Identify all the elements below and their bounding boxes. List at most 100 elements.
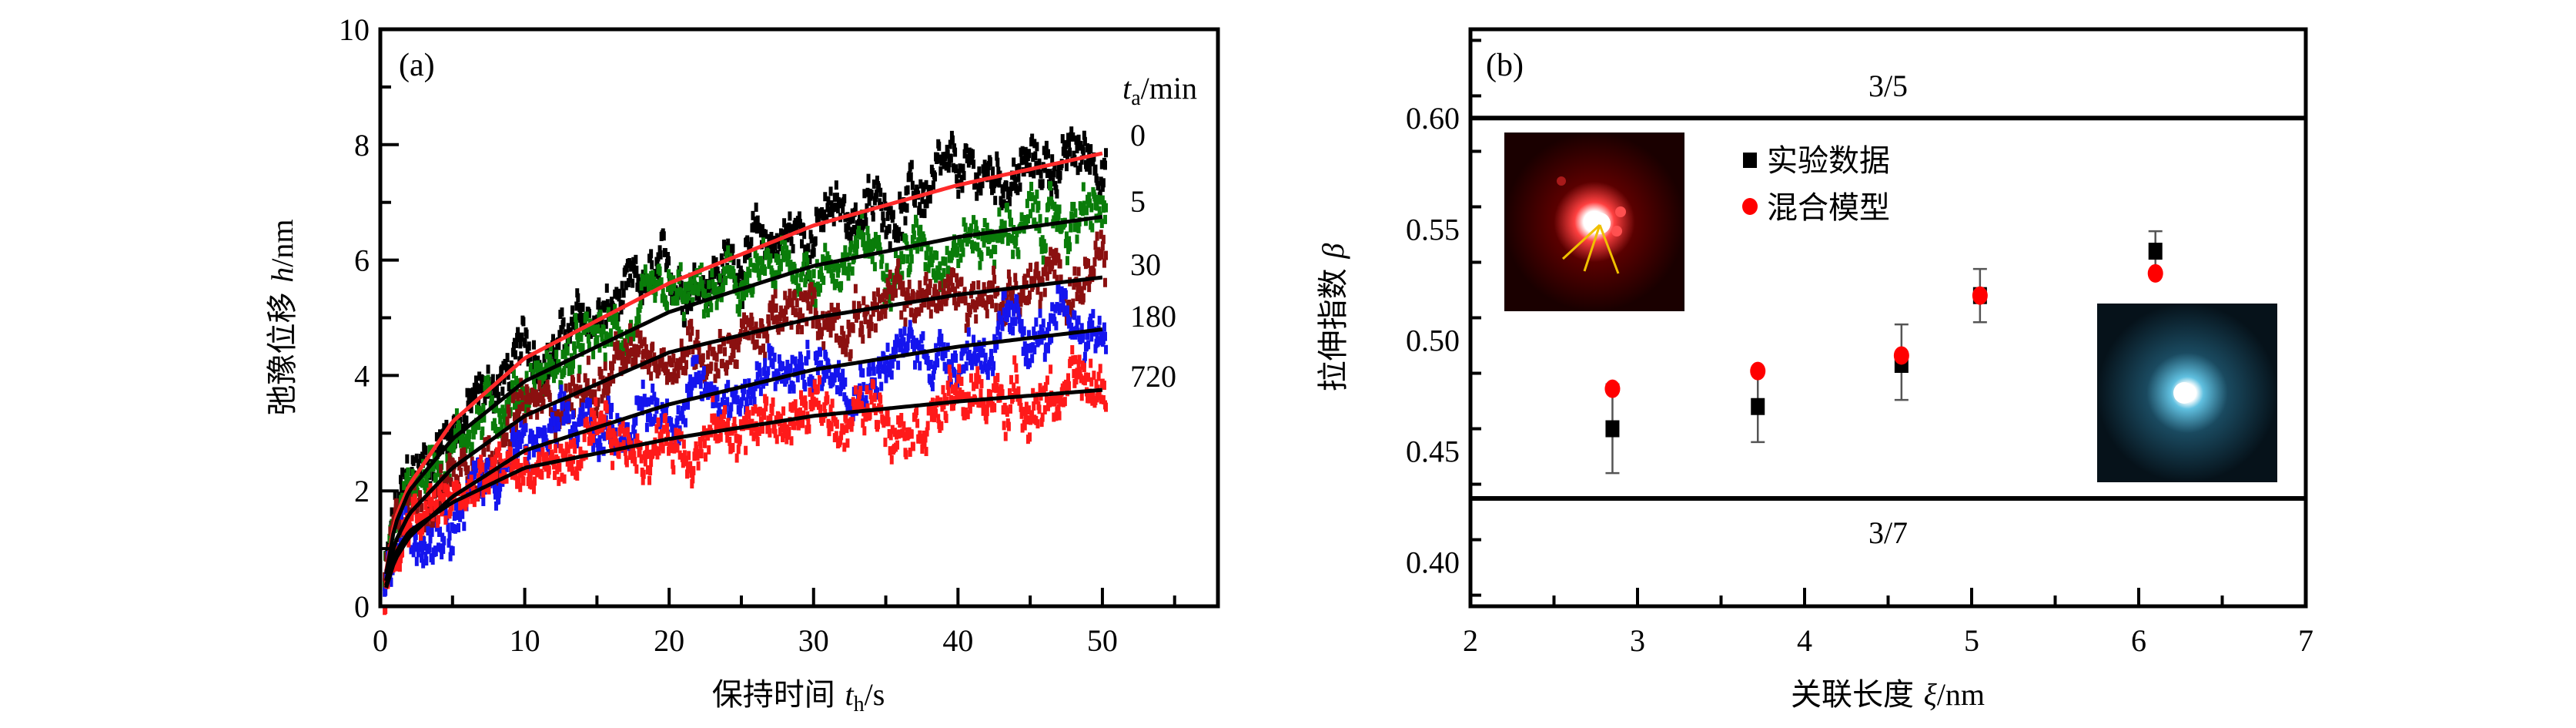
data-point [672, 368, 677, 378]
data-point [726, 238, 731, 248]
data-point [892, 280, 896, 290]
data-point [644, 441, 649, 451]
data-point [825, 394, 830, 404]
data-point [956, 374, 961, 384]
data-point [561, 416, 566, 426]
data-point [891, 347, 895, 357]
data-point [864, 217, 868, 227]
data-point [1010, 170, 1015, 180]
data-point [1099, 219, 1104, 229]
data-point [1006, 233, 1011, 243]
data-point [519, 418, 524, 428]
data-point [902, 431, 907, 441]
data-point [470, 483, 475, 493]
data-point [958, 253, 963, 263]
data-point [751, 334, 755, 344]
data-point [705, 293, 710, 303]
data-point [423, 445, 428, 455]
data-point [600, 394, 604, 404]
data-point [778, 312, 782, 322]
data-point [835, 268, 840, 278]
data-point [725, 433, 730, 443]
data-point [541, 452, 546, 462]
data-point [553, 471, 557, 481]
data-point [842, 257, 847, 267]
data-point [560, 307, 564, 317]
data-point [830, 207, 835, 217]
data-point [1050, 200, 1055, 210]
data-point [1049, 181, 1053, 191]
fit-curve-0 [384, 151, 1103, 572]
data-point [792, 421, 797, 431]
data-point [974, 314, 979, 324]
data-point [814, 398, 818, 408]
data-point [706, 431, 711, 441]
data-point [922, 298, 927, 308]
data-point [748, 268, 752, 278]
data-point [560, 350, 565, 360]
data-point [794, 276, 798, 286]
data-point [671, 375, 675, 385]
data-point [413, 493, 417, 503]
data-point [479, 470, 483, 480]
data-point [558, 391, 563, 401]
data-point [997, 178, 1002, 188]
data-point [982, 282, 986, 292]
data-point [518, 339, 523, 349]
data-point [404, 520, 409, 530]
data-point [846, 221, 851, 231]
data-point [680, 452, 684, 462]
data-point [954, 301, 958, 311]
data-point [625, 427, 630, 437]
data-point [798, 219, 802, 229]
data-point [760, 259, 764, 269]
data-point [420, 525, 425, 535]
data-point [809, 234, 814, 244]
data-point [729, 402, 734, 412]
y-tick-label-a: 4 [354, 358, 370, 393]
data-point [742, 384, 747, 394]
data-point [962, 217, 966, 227]
data-point [794, 307, 798, 317]
data-point [495, 383, 500, 393]
data-point [1014, 237, 1019, 247]
data-point [911, 223, 915, 233]
data-point [955, 246, 960, 256]
data-point [1088, 165, 1092, 175]
data-point [749, 426, 754, 436]
data-point [1087, 394, 1092, 404]
data-point [983, 352, 988, 362]
data-point [1093, 240, 1098, 250]
data-point [862, 189, 867, 199]
data-point [799, 291, 804, 301]
data-point [880, 364, 885, 374]
data-point [834, 279, 838, 289]
data-point [992, 259, 997, 269]
data-point [607, 377, 612, 387]
data-point [1036, 270, 1041, 280]
data-point [930, 381, 935, 391]
data-point [758, 345, 762, 355]
data-point [661, 231, 666, 241]
data-point [722, 347, 727, 357]
data-point [785, 360, 790, 370]
data-point [511, 391, 516, 401]
data-point [466, 495, 470, 505]
data-point [1045, 271, 1049, 281]
data-point [752, 223, 757, 233]
data-point [423, 552, 428, 562]
data-point [500, 404, 505, 414]
data-point [961, 247, 965, 257]
data-point [430, 527, 434, 537]
data-point [763, 357, 768, 367]
series-label-0: 0 [1130, 118, 1146, 153]
data-point [849, 422, 854, 432]
data-point [825, 369, 829, 379]
data-point [1063, 239, 1068, 249]
data-point [909, 329, 914, 339]
data-point [978, 398, 982, 408]
data-point [595, 335, 600, 345]
data-point [762, 411, 767, 421]
